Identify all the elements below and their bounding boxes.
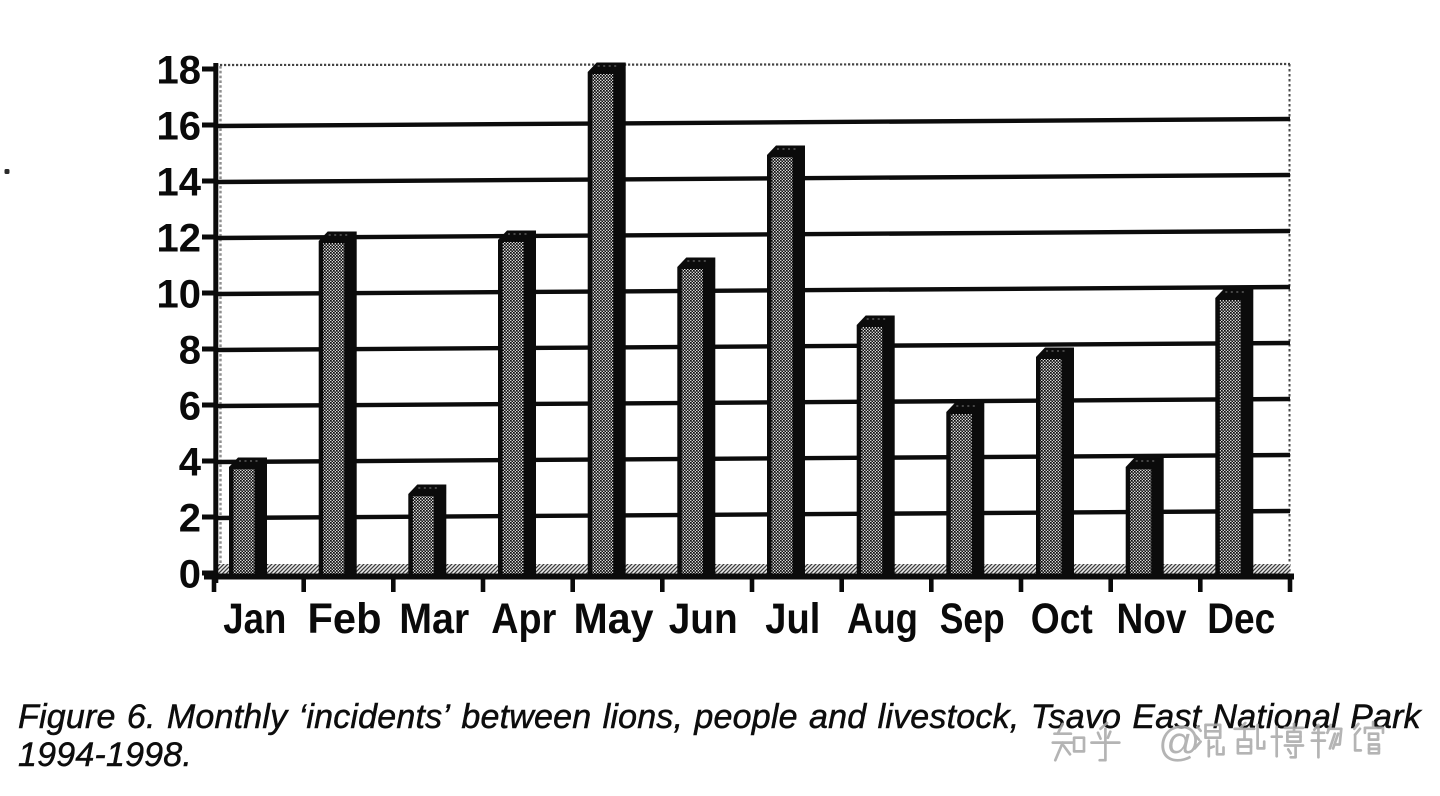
svg-text:10: 10 [157, 273, 202, 317]
svg-text:2: 2 [179, 497, 201, 541]
svg-text:0: 0 [179, 553, 201, 597]
svg-text:Dec: Dec [1207, 595, 1275, 643]
svg-text:Mar: Mar [399, 595, 469, 643]
svg-text:4: 4 [179, 441, 202, 485]
svg-text:Feb: Feb [308, 595, 382, 643]
svg-text:Sep: Sep [940, 595, 1005, 643]
svg-text:Nov: Nov [1117, 595, 1187, 643]
svg-text:6: 6 [179, 385, 201, 429]
svg-text:May: May [574, 595, 654, 643]
svg-text:Jan: Jan [223, 595, 286, 643]
svg-text:Jul: Jul [765, 595, 820, 643]
svg-text:Aug: Aug [847, 595, 918, 643]
svg-text:Oct: Oct [1031, 595, 1093, 643]
svg-text:16: 16 [157, 105, 202, 149]
svg-text:12: 12 [157, 217, 202, 261]
svg-text:@: @ [1158, 718, 1201, 765]
svg-text:Jun: Jun [669, 595, 738, 643]
svg-text:18: 18 [157, 49, 202, 93]
svg-text:Apr: Apr [491, 595, 556, 643]
svg-text:8: 8 [179, 329, 201, 373]
svg-text:14: 14 [157, 161, 202, 205]
